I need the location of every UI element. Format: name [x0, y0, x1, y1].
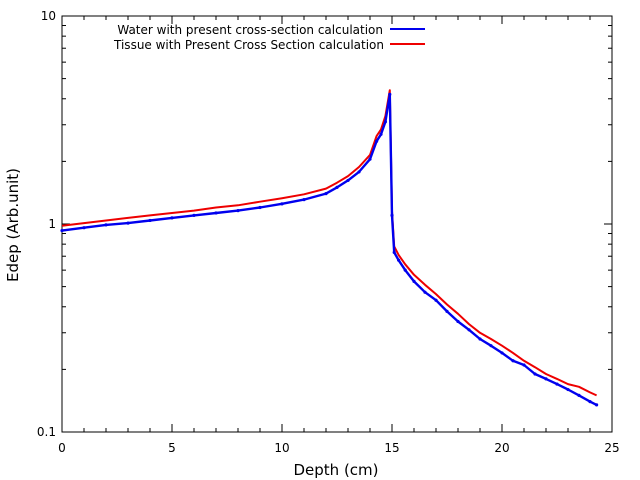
series-water-point [445, 309, 449, 314]
series-water-point [392, 250, 396, 255]
series-water-point [577, 393, 581, 397]
y-tick-label: 1 [48, 217, 56, 231]
series-water-point [511, 359, 515, 363]
series-water-point [335, 185, 339, 189]
series-water-point [390, 213, 394, 217]
series-water-point [357, 170, 361, 174]
series-water-point [423, 290, 427, 294]
series-water-point [383, 120, 387, 124]
series-water-point [302, 198, 306, 202]
x-tick-label: 5 [168, 441, 176, 455]
series-water-point [595, 403, 599, 407]
axis-tick-labels: 0 5 10 15 20 25 0.1 1 10 [37, 9, 620, 455]
series-water-point [368, 157, 372, 161]
y-tick-label: 10 [41, 9, 56, 23]
series-water-point [280, 202, 284, 206]
legend-label-water: Water with present cross-section calcula… [117, 23, 383, 37]
y-axis-title: Edep (Arb.unit) [4, 168, 22, 282]
series-water-point [379, 132, 383, 136]
series-water-point [434, 298, 438, 302]
series-water-point [555, 382, 559, 386]
series-water-point [566, 387, 570, 392]
axis-ticks [61, 15, 613, 433]
legend-label-tissue: Tissue with Present Cross Section calcul… [113, 38, 384, 52]
series-water-point [544, 377, 548, 381]
series-water-point [148, 218, 152, 223]
y-tick-label: 0.1 [37, 425, 56, 439]
series-water-point [467, 328, 471, 332]
series-water-point [489, 344, 493, 348]
series-water-point [236, 208, 240, 213]
series-water-point [500, 351, 504, 355]
series-water-point [258, 205, 262, 210]
series-water-point [82, 226, 86, 230]
series-water-point [214, 211, 218, 215]
series-water-point [478, 337, 482, 341]
series-water-point [60, 228, 64, 233]
series-water-point [126, 221, 130, 225]
series-water-point [588, 400, 592, 404]
series-water-point [104, 223, 108, 227]
series-tissue-line [61, 89, 598, 397]
legend: Water with present cross-section calcula… [113, 23, 425, 52]
x-tick-label: 0 [58, 441, 66, 455]
series-water-point [403, 268, 407, 272]
series-water-point [397, 258, 401, 262]
series-water-point [388, 92, 392, 96]
series-water-point [170, 216, 174, 220]
series-water-point [346, 178, 350, 183]
x-tick-label: 15 [384, 441, 399, 455]
x-axis-title: Depth (cm) [293, 461, 378, 479]
x-tick-label: 10 [274, 441, 289, 455]
x-tick-label: 25 [604, 441, 619, 455]
series-water-point [192, 213, 196, 217]
series-water-point [375, 139, 379, 143]
series-layer [60, 89, 599, 407]
series-water-point [412, 279, 416, 283]
series-water-point [456, 319, 460, 324]
series-water-point [522, 363, 526, 367]
series-water-line [61, 93, 598, 406]
series-water-point [533, 372, 537, 376]
x-tick-label: 20 [494, 441, 509, 455]
series-water-point [324, 192, 328, 196]
